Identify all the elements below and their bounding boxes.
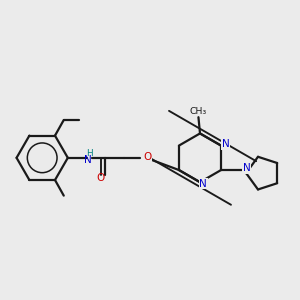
Text: N: N — [84, 155, 92, 165]
Text: N: N — [242, 163, 250, 173]
Text: CH₃: CH₃ — [190, 107, 207, 116]
Text: O: O — [143, 152, 152, 162]
Text: N: N — [222, 140, 230, 149]
Text: N: N — [199, 179, 207, 189]
Text: H: H — [86, 149, 92, 158]
Text: O: O — [97, 173, 105, 183]
